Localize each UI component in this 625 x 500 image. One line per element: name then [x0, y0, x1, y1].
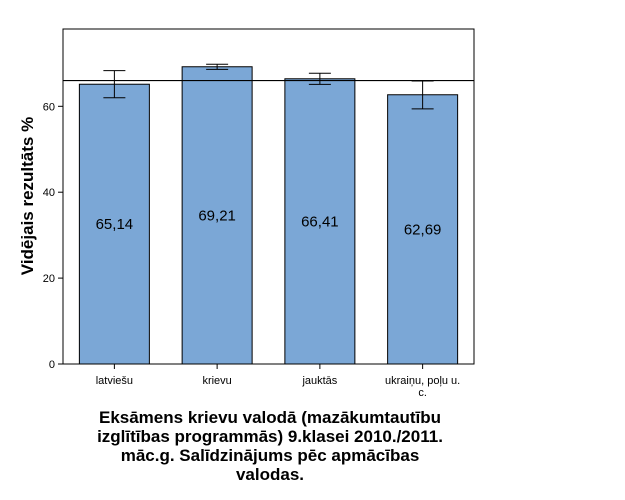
x-category-label: ukraiņu, poļu u. [385, 375, 460, 387]
bar [387, 94, 459, 365]
title-line: izglītības programmās) 9.klasei 2010./20… [97, 427, 443, 446]
y-tick-label: 60 [43, 101, 55, 113]
x-category-label: c. [418, 387, 427, 399]
data-label: 62,69 [404, 221, 442, 238]
x-category-label: krievu [202, 375, 231, 387]
y-tick-label: 20 [43, 273, 55, 285]
y-tick-label: 0 [49, 359, 55, 371]
y-tick-label: 40 [43, 187, 55, 199]
chart-title: Eksāmens krievu valodā (mazākumtautību i… [60, 408, 480, 484]
data-label: 66,41 [301, 213, 339, 230]
title-line: valodas. [235, 465, 305, 484]
data-label: 69,21 [198, 207, 236, 224]
title-line: māc.g. Salīdzinājums pēc apmācības [120, 446, 420, 465]
title-line: Eksāmens krievu valodā (mazākumtautību [98, 408, 442, 427]
x-category-label: jauktās [301, 375, 337, 387]
y-axis-label: Vidējais rezultāts % [18, 117, 37, 275]
bar [284, 78, 356, 365]
x-category-label: latviešu [96, 375, 133, 387]
data-label: 65,14 [96, 216, 134, 233]
